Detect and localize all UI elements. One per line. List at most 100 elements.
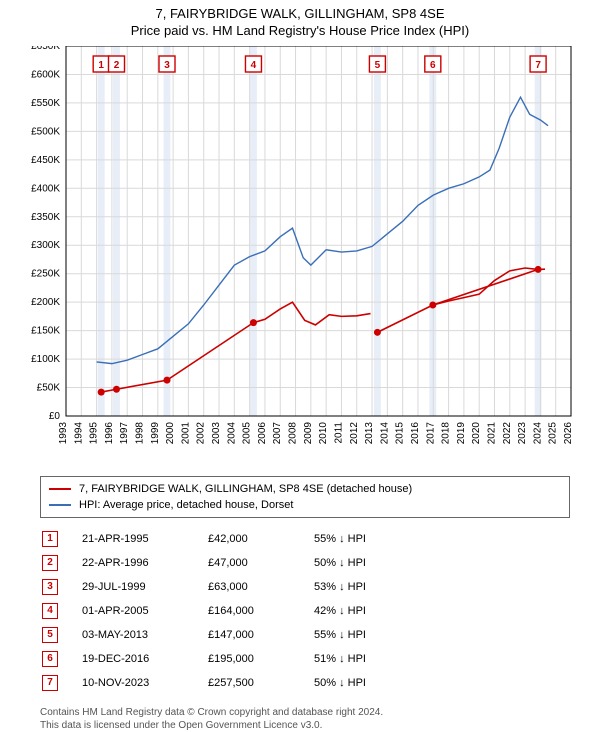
svg-text:£500K: £500K [31,126,60,137]
svg-text:1999: 1999 [150,422,161,445]
table-row: 503-MAY-2013£147,00055% ↓ HPI [42,624,380,646]
table-row: 329-JUL-1999£63,00053% ↓ HPI [42,576,380,598]
svg-text:1998: 1998 [135,422,146,445]
svg-text:2025: 2025 [548,422,559,445]
svg-text:£600K: £600K [31,69,60,80]
svg-text:1997: 1997 [119,422,130,445]
legend-item: 7, FAIRYBRIDGE WALK, GILLINGHAM, SP8 4SE… [49,481,561,497]
svg-text:1993: 1993 [58,422,69,445]
sale-price: £195,000 [208,648,312,670]
svg-text:2017: 2017 [425,422,436,445]
table-row: 4 01-APR-2005£164,00042% ↓ HPI [42,600,380,622]
svg-text:6: 6 [430,60,436,71]
sale-pct: 51% ↓ HPI [314,648,380,670]
sale-marker: 4 [42,603,58,619]
sale-marker: 1 [42,531,58,547]
svg-text:2001: 2001 [180,422,191,445]
svg-text:2009: 2009 [303,422,314,445]
sale-price: £63,000 [208,576,312,598]
svg-text:2026: 2026 [563,422,574,445]
chart: £0£50K£100K£150K£200K£250K£300K£350K£400… [10,46,590,470]
chart-title-address: 7, FAIRYBRIDGE WALK, GILLINGHAM, SP8 4SE [0,6,600,21]
sale-date: 03-MAY-2013 [82,624,206,646]
svg-text:2010: 2010 [318,422,329,445]
svg-text:2007: 2007 [272,422,283,445]
sale-date: 19-DEC-2016 [82,648,206,670]
svg-text:£550K: £550K [31,98,60,109]
sale-marker: 5 [42,627,58,643]
svg-text:£350K: £350K [31,212,60,223]
svg-text:£0: £0 [49,411,61,422]
sale-price: £147,000 [208,624,312,646]
svg-text:2004: 2004 [226,422,237,445]
footer-line-2: This data is licensed under the Open Gov… [40,719,570,732]
svg-text:£250K: £250K [31,269,60,280]
svg-text:2018: 2018 [441,422,452,445]
svg-text:2011: 2011 [333,422,344,444]
svg-text:1994: 1994 [73,422,84,445]
svg-text:£100K: £100K [31,354,60,365]
sale-marker: 2 [42,555,58,571]
sale-price: £47,000 [208,552,312,574]
sale-price: £164,000 [208,600,312,622]
sale-pct: 42% ↓ HPI [314,600,380,622]
sales-table: 1 21-APR-1995£42,00055% ↓ HPI 2 22-APR-1996… [40,526,382,696]
svg-text:7: 7 [535,60,541,71]
svg-text:3: 3 [164,60,170,71]
svg-text:2003: 2003 [211,422,222,445]
svg-text:2020: 2020 [471,422,482,445]
svg-text:2022: 2022 [502,422,513,445]
svg-text:2024: 2024 [532,422,543,445]
sale-marker-cell: 2 [42,552,80,574]
sale-marker-cell: 5 [42,624,80,646]
sale-date: 21-APR-1995 [82,528,206,550]
svg-text:£650K: £650K [31,46,60,52]
sale-marker: 6 [42,651,58,667]
sale-marker-cell: 3 [42,576,80,598]
sale-pct: 55% ↓ HPI [314,528,380,550]
table-row: 1 21-APR-1995£42,00055% ↓ HPI [42,528,380,550]
svg-text:1995: 1995 [89,422,100,445]
svg-text:£50K: £50K [37,383,61,394]
svg-text:2013: 2013 [364,422,375,445]
sale-marker: 7 [42,675,58,691]
sale-pct: 50% ↓ HPI [314,672,380,694]
svg-text:2021: 2021 [486,422,497,445]
table-row: 6 19-DEC-2016£195,00051% ↓ HPI [42,648,380,670]
legend-item: HPI: Average price, detached house, Dors… [49,497,561,513]
chart-title-block: 7, FAIRYBRIDGE WALK, GILLINGHAM, SP8 4SE… [0,0,600,38]
sale-marker: 3 [42,579,58,595]
legend: 7, FAIRYBRIDGE WALK, GILLINGHAM, SP8 4SE… [40,476,570,518]
sale-date: 10-NOV-2023 [82,672,206,694]
svg-text:2023: 2023 [517,422,528,445]
svg-text:4: 4 [251,60,257,71]
svg-text:£450K: £450K [31,155,60,166]
sale-marker-cell: 6 [42,648,80,670]
table-row: 222-APR-1996£47,00050% ↓ HPI [42,552,380,574]
sale-marker-cell: 7 [42,672,80,694]
svg-text:2000: 2000 [165,422,176,445]
sale-date: 22-APR-1996 [82,552,206,574]
svg-text:£300K: £300K [31,240,60,251]
svg-text:2019: 2019 [456,422,467,445]
sale-price: £42,000 [208,528,312,550]
table-row: 7 10-NOV-2023£257,50050% ↓ HPI [42,672,380,694]
legend-label: HPI: Average price, detached house, Dors… [79,497,293,513]
chart-svg: £0£50K£100K£150K£200K£250K£300K£350K£400… [10,46,590,470]
sale-marker-cell: 1 [42,528,80,550]
sale-date: 29-JUL-1999 [82,576,206,598]
legend-swatch [49,488,71,490]
svg-text:2008: 2008 [288,422,299,445]
sale-price: £257,500 [208,672,312,694]
svg-text:2005: 2005 [242,422,253,445]
footer-line-1: Contains HM Land Registry data © Crown c… [40,706,570,719]
svg-text:2002: 2002 [196,422,207,445]
chart-title-sub: Price paid vs. HM Land Registry's House … [0,23,600,38]
sale-date: 01-APR-2005 [82,600,206,622]
svg-text:£400K: £400K [31,183,60,194]
legend-label: 7, FAIRYBRIDGE WALK, GILLINGHAM, SP8 4SE… [79,481,412,497]
svg-text:2006: 2006 [257,422,268,445]
svg-text:2: 2 [114,60,120,71]
svg-text:1996: 1996 [104,422,115,445]
svg-text:5: 5 [375,60,381,71]
